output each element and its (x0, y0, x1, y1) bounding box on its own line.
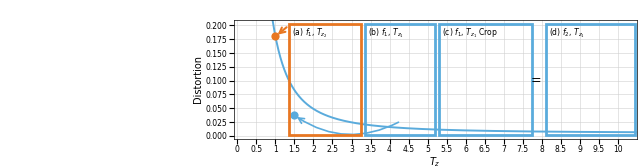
Text: (c) $f_1$, $T_{z_1}$ Crop: (c) $f_1$, $T_{z_1}$ Crop (442, 26, 499, 40)
Text: =: = (531, 74, 541, 87)
Text: (b) $f_1$, $T_{z_1}$: (b) $f_1$, $T_{z_1}$ (368, 26, 404, 40)
Point (289, 114, 300, 117)
Text: (a) $f_1$, $T_{z_2}$: (a) $f_1$, $T_{z_2}$ (292, 26, 328, 40)
Point (270, 35, 280, 38)
Y-axis label: Distortion: Distortion (193, 55, 203, 103)
Text: (d) $f_2$, $T_{z_1}$: (d) $f_2$, $T_{z_1}$ (548, 26, 584, 40)
X-axis label: $T_z$: $T_z$ (429, 155, 441, 166)
